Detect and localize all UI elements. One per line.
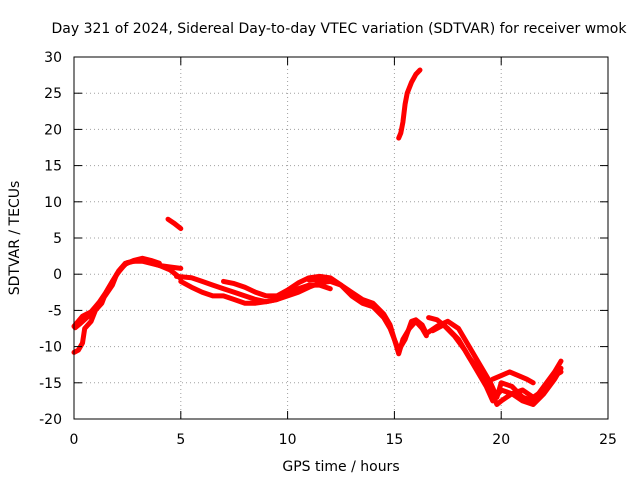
y-axis-title: SDTVAR / TECUs bbox=[7, 181, 23, 296]
x-tick-label: 10 bbox=[279, 432, 297, 448]
y-tick-label: 30 bbox=[44, 50, 62, 66]
data-series bbox=[71, 67, 564, 407]
y-tick-label: 15 bbox=[44, 159, 62, 175]
x-tick-labels: 0 5 10 15 20 25 bbox=[70, 432, 617, 448]
data-series-arc-e1 bbox=[423, 318, 564, 404]
data-series-arc-c2 bbox=[178, 278, 344, 306]
data-series-arc-b bbox=[165, 216, 184, 232]
y-tick-label: -15 bbox=[39, 376, 62, 392]
chart-title: Day 321 of 2024, Sidereal Day-to-day VTE… bbox=[52, 21, 628, 37]
y-tick-label: -10 bbox=[39, 340, 62, 356]
x-tick-label: 20 bbox=[492, 432, 510, 448]
axis-ticks bbox=[73, 56, 609, 420]
x-tick-label: 5 bbox=[176, 432, 185, 448]
x-tick-label: 25 bbox=[599, 432, 617, 448]
data-series-arc-a1 bbox=[71, 258, 184, 355]
data-series-arc-e4 bbox=[490, 369, 536, 386]
y-tick-label: -5 bbox=[48, 303, 62, 319]
x-tick-label: 0 bbox=[70, 432, 79, 448]
y-tick-label: -20 bbox=[39, 412, 62, 428]
data-series-arc-d bbox=[396, 67, 423, 141]
grid-lines bbox=[74, 57, 608, 419]
y-tick-label: 25 bbox=[44, 86, 62, 102]
data-series-arc-c4 bbox=[306, 276, 429, 357]
data-series-arc-e3 bbox=[426, 315, 564, 407]
y-tick-label: 5 bbox=[53, 231, 62, 247]
x-tick-label: 15 bbox=[385, 432, 403, 448]
data-series-arc-a3 bbox=[72, 255, 162, 331]
y-tick-label: 20 bbox=[44, 122, 62, 138]
y-tick-labels: -20 -15 -10 -5 0 5 10 15 20 25 30 bbox=[39, 50, 62, 428]
x-axis-title: GPS time / hours bbox=[282, 459, 399, 475]
y-tick-label: 10 bbox=[44, 195, 62, 211]
y-tick-label: 0 bbox=[53, 267, 62, 283]
